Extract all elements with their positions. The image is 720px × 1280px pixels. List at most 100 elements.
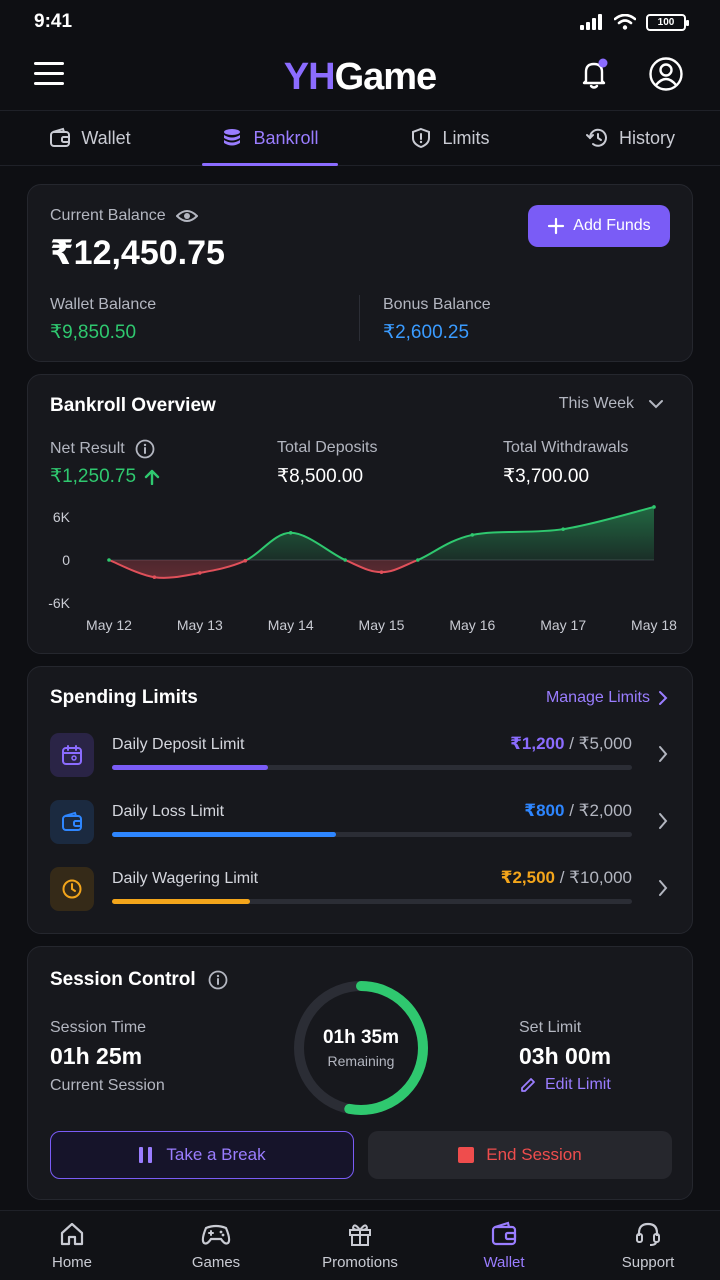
y-tick-label: 6K [53,509,71,525]
plus-icon [548,217,565,235]
net-result-value: ₹1,250.75 [50,465,160,488]
x-tick-label: May 17 [540,617,586,633]
section-tabs: Wallet Bankroll Limits History [0,110,720,166]
stop-icon [458,1147,475,1163]
coins-icon [224,129,241,146]
positive-line [109,505,655,560]
total-deposits-value: ₹8,500.00 [277,466,364,487]
wallet-icon [50,127,71,147]
current-balance-value: ₹12,450.75 [50,234,225,272]
positive-area [109,506,654,560]
chart-point [470,533,475,537]
manage-limits-link[interactable]: Manage Limits [546,689,668,707]
bankroll-chart: 6K 0 -6K May 12 May 13 May 14 May 15 May 16 May … [48,505,677,633]
tab-bankroll[interactable]: Bankroll [180,111,360,166]
calendar-icon [50,733,94,777]
clock-icon [50,867,94,911]
bonus-balance-value: ₹2,600.25 [383,322,470,343]
eye-icon[interactable] [175,208,198,224]
set-limit-label: Set Limit [519,1019,582,1036]
current-session-label: Current Session [50,1077,165,1094]
limit-progress-track [112,899,632,904]
arrow-up-icon [144,469,160,485]
info-icon[interactable] [208,970,228,990]
limit-row-wagering[interactable]: Daily Wagering Limit ₹2,500 / ₹10,000 [50,867,672,915]
chevron-right-icon [659,691,668,705]
bankroll-overview-card: Bankroll Overview This Week Net Result ₹… [27,374,693,654]
tab-history[interactable]: History [540,111,720,165]
chart-point [561,527,565,531]
limit-row-deposit[interactable]: Daily Deposit Limit ₹1,200 / ₹5,000 [50,733,672,781]
end-session-button[interactable]: End Session [368,1131,672,1179]
limit-progress-fill [112,899,250,904]
chevron-right-icon [659,746,668,762]
x-tick-label: May 16 [449,617,495,633]
bonus-balance-label: Bonus Balance [383,296,491,313]
y-tick-label: 0 [62,552,70,568]
bell-icon [582,58,608,89]
limit-row-loss[interactable]: Daily Loss Limit ₹800 / ₹2,000 [50,800,672,848]
take-break-button[interactable]: Take a Break [50,1131,354,1179]
nav-promotions[interactable]: Promotions [288,1211,432,1280]
total-withdrawals-label: Total Withdrawals [503,439,629,456]
profile-button[interactable] [648,56,684,92]
tab-wallet[interactable]: Wallet [0,111,180,165]
remaining-time-value: 01h 35m [322,1027,400,1048]
chart-point [288,530,293,535]
total-withdrawals-value: ₹3,700.00 [503,466,590,487]
negative-area [109,560,654,578]
edit-limit-link[interactable]: Edit Limit [519,1076,611,1094]
pencil-icon [521,1078,535,1092]
user-icon [649,57,683,91]
limit-progress-track [112,832,632,837]
chart-point [152,575,157,579]
gamepad-icon [201,1224,231,1245]
limit-progress-fill [112,765,268,770]
status-icons: 100 [580,13,689,31]
limits-title: Spending Limits [50,687,198,708]
spending-limits-card: Spending Limits Manage Limits Daily Depo… [27,666,693,934]
nav-games[interactable]: Games [144,1211,288,1280]
session-title: Session Control [50,969,228,991]
chart-point [652,505,656,509]
headset-icon [636,1222,660,1246]
info-icon[interactable] [135,439,155,459]
gift-icon [349,1224,371,1246]
net-result-label: Net Result [50,439,155,459]
chart-point [243,558,248,563]
balance-divider [359,295,360,341]
limit-amount: ₹1,200 / ₹5,000 [510,734,632,753]
wallet-balance-value: ₹9,850.50 [50,322,137,343]
balance-card: Current Balance ₹12,450.75 Add Funds Wal… [27,184,693,362]
remaining-label: Remaining [327,1053,395,1069]
session-control-card: Session Control Session Time 01h 25m Cur… [27,946,693,1200]
limit-name: Daily Loss Limit [112,803,225,820]
x-tick-label: May 18 [631,617,677,633]
notifications-button[interactable] [576,56,612,92]
battery-icon: 100 [646,13,689,31]
limit-amount: ₹2,500 / ₹10,000 [500,868,632,887]
chevron-right-icon [659,880,668,896]
overview-title: Bankroll Overview [50,395,216,416]
negative-line [108,560,421,579]
tab-limits[interactable]: Limits [360,111,540,165]
history-icon [585,128,607,147]
session-time-value: 01h 25m [50,1043,143,1069]
y-tick-label: -6K [48,595,70,611]
add-funds-button[interactable]: Add Funds [528,205,670,247]
session-remaining-ring: 01h 35m Remaining [292,979,430,1117]
nav-home[interactable]: Home [0,1211,144,1280]
limit-amount: ₹800 / ₹2,000 [524,801,632,820]
status-bar: 9:41 100 [0,0,720,44]
x-tick-label: May 13 [177,617,223,633]
nav-wallet[interactable]: Wallet [432,1211,576,1280]
wallet-icon [491,1221,517,1246]
app-logo: YHGame [283,55,437,98]
period-select[interactable]: This Week [559,395,664,413]
app-header: YHGame [0,44,720,110]
nav-support[interactable]: Support [576,1211,720,1280]
menu-button[interactable] [34,62,64,88]
total-deposits-label: Total Deposits [277,439,378,456]
limit-name: Daily Wagering Limit [112,870,259,887]
chart-point [379,570,384,574]
